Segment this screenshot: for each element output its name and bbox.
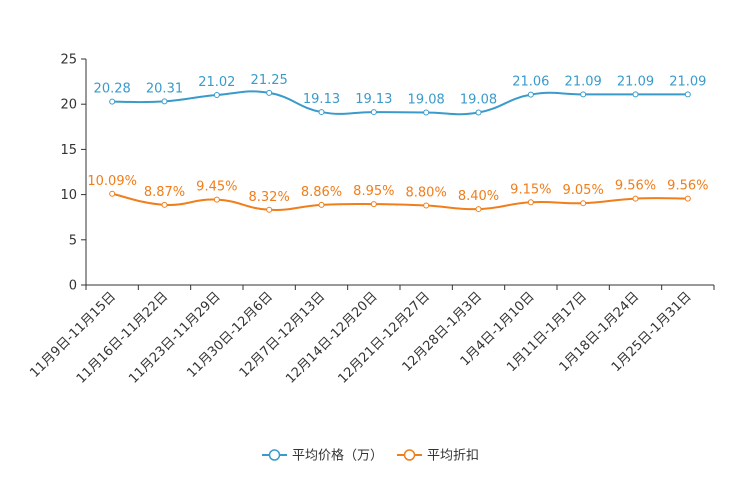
y-tick-label: 5 xyxy=(69,233,77,248)
data-label: 8.40% xyxy=(458,189,499,204)
data-label: 8.32% xyxy=(249,190,290,205)
y-tick-label: 20 xyxy=(60,98,77,113)
data-point xyxy=(318,201,325,208)
data-point xyxy=(632,91,639,98)
x-tick-label: 11月16日-11月22日 xyxy=(74,289,171,386)
data-label: 9.56% xyxy=(615,179,656,194)
data-point xyxy=(161,201,168,208)
data-point xyxy=(423,109,430,116)
data-label: 8.95% xyxy=(353,184,394,199)
data-label: 19.08 xyxy=(408,93,445,108)
data-label: 10.09% xyxy=(87,174,137,189)
series-line-1 xyxy=(111,192,688,211)
data-point xyxy=(213,91,220,98)
y-tick-label: 0 xyxy=(69,279,77,294)
data-point xyxy=(475,206,482,213)
y-tick-label: 15 xyxy=(60,143,77,158)
legend-marker-icon xyxy=(403,449,416,461)
data-point xyxy=(161,98,168,105)
data-point xyxy=(266,206,273,213)
data-label: 21.09 xyxy=(669,74,706,89)
data-label: 19.13 xyxy=(303,92,340,107)
data-label: 21.25 xyxy=(251,73,288,88)
data-label: 9.15% xyxy=(510,182,551,197)
data-label: 21.09 xyxy=(617,74,654,89)
x-tick-label: 11月9日-11月15日 xyxy=(27,289,119,381)
data-point xyxy=(213,196,220,203)
data-point xyxy=(580,200,587,207)
x-tick-label: 12月14日-12月20日 xyxy=(283,289,380,386)
data-point xyxy=(475,109,482,116)
x-tick-label: 11月23日-11月29日 xyxy=(126,289,223,386)
y-tick-label: 10 xyxy=(60,188,77,203)
data-label: 8.87% xyxy=(144,185,185,200)
data-label: 21.02 xyxy=(198,75,235,90)
data-point xyxy=(109,98,116,105)
data-labels: 20.28 20.31 21.02 21.25 19.13 19.13 19.08 19.08… xyxy=(87,73,708,205)
data-label: 20.28 xyxy=(94,82,131,97)
legend-label: 平均价格（万） xyxy=(292,448,383,464)
legend-item-1[interactable]: 平均折扣 xyxy=(397,449,479,464)
data-label: 9.56% xyxy=(667,179,708,194)
series-layer xyxy=(109,89,691,213)
data-point xyxy=(527,199,534,206)
legend[interactable]: 平均价格（万） 平均折扣 xyxy=(262,448,479,464)
data-label: 20.31 xyxy=(146,81,183,96)
data-point xyxy=(109,190,116,197)
data-point xyxy=(684,195,691,202)
y-tick-label: 25 xyxy=(60,53,77,68)
data-label: 19.08 xyxy=(460,93,497,108)
data-point xyxy=(580,91,587,98)
data-label: 8.80% xyxy=(406,185,447,200)
data-label: 21.06 xyxy=(512,75,549,90)
data-point xyxy=(632,195,639,202)
data-point xyxy=(318,109,325,116)
data-label: 9.05% xyxy=(563,183,604,198)
data-point xyxy=(527,91,534,98)
data-point xyxy=(423,202,430,209)
legend-item-0[interactable]: 平均价格（万） xyxy=(262,448,383,464)
data-label: 8.86% xyxy=(301,185,342,200)
data-point xyxy=(370,201,377,208)
x-tick-label: 12月21日-12月27日 xyxy=(336,289,433,386)
data-label: 19.13 xyxy=(355,92,392,107)
series-line-0 xyxy=(112,90,688,116)
data-label: 21.09 xyxy=(565,74,602,89)
legend-label: 平均折扣 xyxy=(427,449,479,464)
data-point xyxy=(266,89,273,96)
data-label: 9.45% xyxy=(196,180,237,195)
data-point xyxy=(370,109,377,116)
legend-marker-icon xyxy=(268,449,281,461)
data-point xyxy=(684,91,691,98)
